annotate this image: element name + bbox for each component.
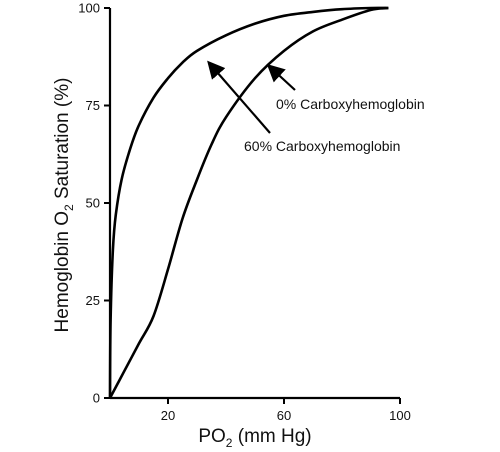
annotation-arrow — [266, 64, 296, 91]
y-tick-label: 0 — [93, 391, 100, 406]
series-line-co60 — [108, 6, 389, 399]
ticks: 0 25 50 75 100 20 60 100 — [78, 1, 411, 424]
annotations: 0% Carboxyhemoglobin 60% Carboxyhemoglobi… — [207, 60, 425, 154]
y-tick-label: 50 — [86, 196, 100, 211]
x-tick-label: 60 — [277, 408, 291, 423]
y-tick-label: 75 — [86, 98, 100, 113]
x-axis-title: PO2 (mm Hg) — [198, 426, 311, 450]
annotation-label: 60% Carboxyhemoglobin — [244, 138, 400, 154]
x-tick-label: 20 — [161, 408, 175, 423]
annotation-arrow — [207, 60, 271, 134]
y-tick-label: 25 — [86, 293, 100, 308]
annotation-label: 0% Carboxyhemoglobin — [276, 96, 425, 112]
y-tick-label: 100 — [78, 1, 100, 16]
y-axis-title: Hemoglobin O2 Saturation (%) — [52, 78, 76, 333]
series-line-co0 — [108, 6, 389, 399]
series — [108, 6, 389, 399]
axes — [108, 8, 400, 400]
x-tick-label: 100 — [389, 408, 411, 423]
